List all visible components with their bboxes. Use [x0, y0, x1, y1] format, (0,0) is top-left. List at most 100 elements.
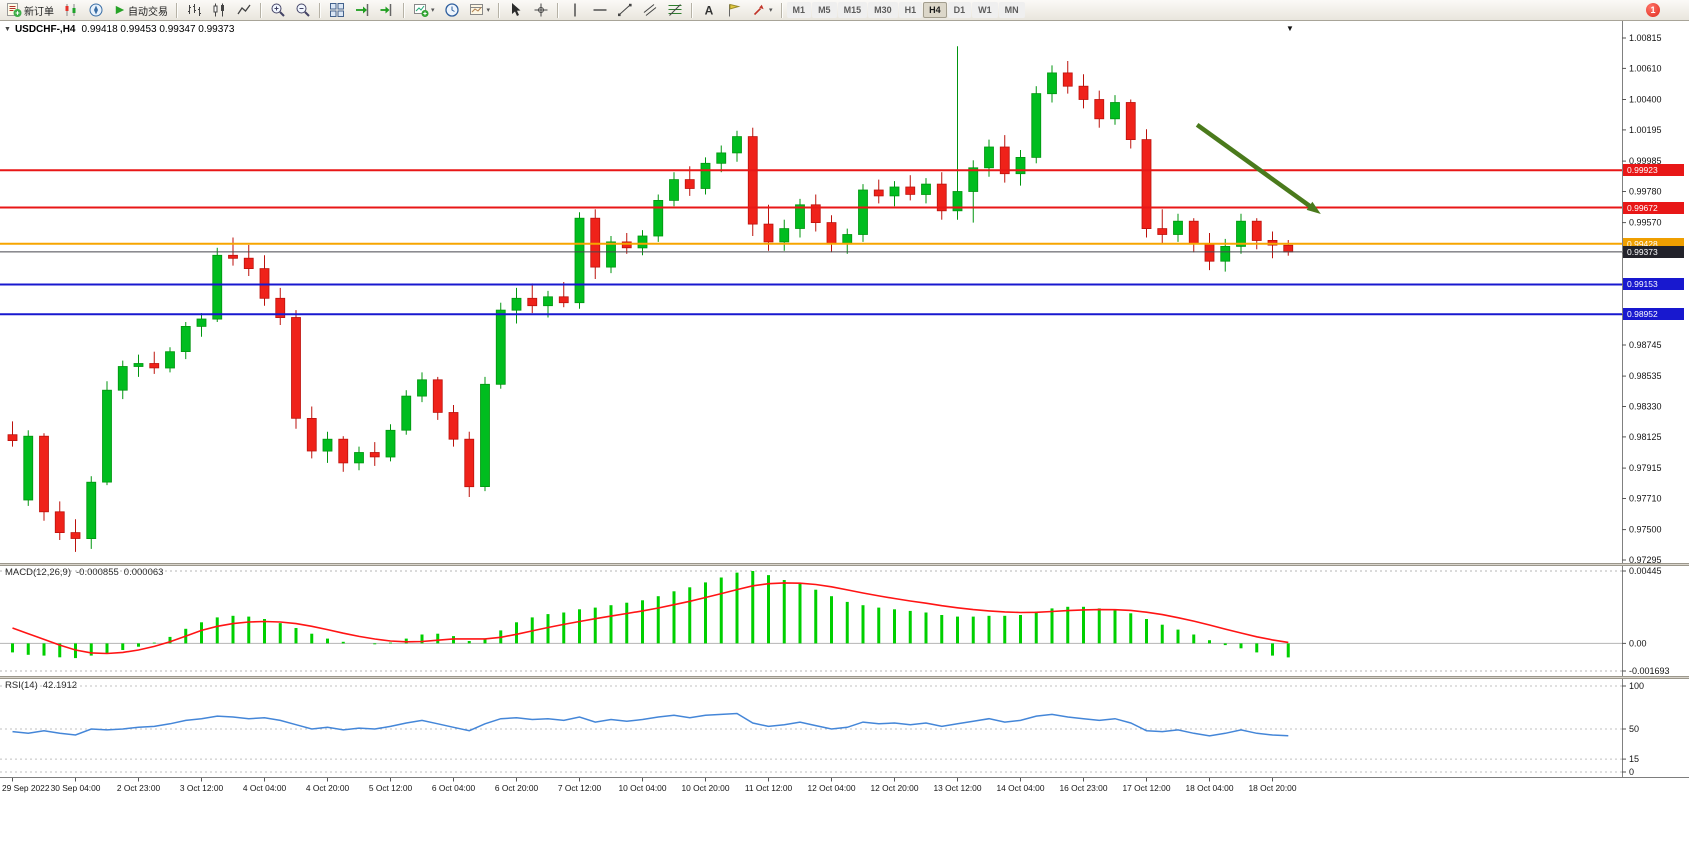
timeframe-button-d1[interactable]: D1 [947, 2, 972, 18]
price-axis-tick: 0.97500 [1629, 525, 1662, 535]
time-axis-label: 18 Oct 20:00 [1249, 783, 1297, 793]
toolbar: 新订单 自动交易 [0, 0, 1689, 21]
time-axis-label: 6 Oct 04:00 [432, 783, 476, 793]
svg-text:A: A [705, 4, 714, 18]
price-badge-0.99373[interactable]: 0.99373 [1623, 246, 1684, 258]
price-badge-0.98952[interactable]: 0.98952 [1623, 308, 1684, 320]
channel-icon [643, 4, 657, 16]
price-axis-tick: 0.99780 [1629, 187, 1662, 197]
timeframe-toolbar: M1 M5 M15 M30 H1 H4 D1 W1 MN [786, 2, 1025, 18]
crosshair-icon [534, 3, 548, 17]
auto-scroll-button[interactable] [350, 1, 374, 20]
clock-icon [444, 3, 459, 17]
rsi-axis-tick: 50 [1629, 724, 1639, 734]
macd-axis-tick: 0.00 [1629, 638, 1647, 648]
bar-chart-icon [188, 4, 201, 16]
price-axis-tick: 1.00815 [1629, 33, 1662, 43]
zoom-out-icon [296, 3, 310, 17]
timeframe-button-m30[interactable]: M30 [868, 2, 898, 18]
line-chart-icon [237, 4, 251, 15]
timeframe-button-w1[interactable]: W1 [972, 2, 998, 18]
toolbar-separator [260, 2, 262, 18]
trendline-button[interactable] [613, 1, 637, 20]
notifications-badge[interactable]: 1 [1646, 3, 1660, 17]
price-axis-tick: 1.00195 [1629, 125, 1662, 135]
zoom-out-button[interactable] [291, 1, 315, 20]
label-button[interactable] [722, 1, 746, 20]
toolbar-separator [319, 2, 321, 18]
time-axis-label: 3 Oct 12:00 [180, 783, 224, 793]
price-axis-tick: 0.97915 [1629, 463, 1662, 473]
compass-icon [89, 3, 103, 17]
price-axis-tick: 0.97295 [1629, 555, 1662, 565]
arrows-button[interactable]: ▾ [747, 1, 777, 20]
macd-signal-line [12, 582, 1289, 655]
price-axis-tick: 0.97710 [1629, 494, 1662, 504]
zoom-in-icon [271, 3, 285, 17]
templates-button[interactable]: ▾ [465, 1, 495, 20]
bar-chart-button[interactable] [182, 1, 206, 20]
fibonacci-button[interactable] [663, 1, 687, 20]
candlestick-window-icon [65, 4, 76, 16]
time-axis-label: 10 Oct 20:00 [682, 783, 730, 793]
macd-histogram [11, 571, 1290, 659]
tile-windows-button[interactable] [325, 1, 349, 20]
crosshair-button[interactable] [529, 1, 553, 20]
trend-arrow[interactable] [1195, 122, 1315, 211]
market-watch-button[interactable] [59, 1, 83, 20]
time-axis-label: 5 Oct 12:00 [369, 783, 413, 793]
line-chart-button[interactable] [232, 1, 256, 20]
auto-trading-button[interactable]: 自动交易 [109, 1, 172, 20]
time-axis-label: 30 Sep 04:00 [51, 783, 101, 793]
channel-button[interactable] [638, 1, 662, 20]
trend-arrow-head [1306, 201, 1321, 214]
one-click-trading-arrow-icon[interactable]: ▼ [4, 26, 11, 33]
chart-shift-marker-icon[interactable]: ▼ [1286, 24, 1294, 33]
timeframe-button-m5[interactable]: M5 [812, 2, 837, 18]
timeframe-button-m15[interactable]: M15 [837, 2, 868, 18]
new-order-button[interactable]: 新订单 [2, 1, 58, 20]
auto-scroll-icon [356, 4, 369, 16]
horizontal-line-button[interactable] [588, 1, 612, 20]
timeframe-button-h4[interactable]: H4 [923, 2, 947, 18]
macd-axis-tick: 0.00445 [1629, 566, 1662, 576]
time-axis-label: 11 Oct 12:00 [745, 783, 793, 793]
toolbar-separator [176, 2, 178, 18]
template-icon [469, 4, 483, 15]
indicators-button[interactable]: ▾ [409, 1, 439, 20]
chevron-down-icon: ▾ [431, 6, 435, 14]
timeframe-button-m1[interactable]: M1 [786, 2, 812, 18]
vertical-line-button[interactable] [563, 1, 587, 20]
navigator-button[interactable] [84, 1, 108, 20]
vertical-line-icon [574, 3, 576, 17]
chart-window[interactable]: 1.00815 1.00610 1.00400 1.00195 0.99985 0.997… [0, 21, 1689, 859]
horizontal-line-icon [593, 9, 607, 11]
rsi-line [12, 712, 1289, 737]
timeframe-button-mn[interactable]: MN [998, 2, 1025, 18]
chart-shift-button[interactable] [375, 1, 399, 20]
text-button[interactable]: A [697, 1, 721, 20]
price-axis-tick: 1.00400 [1629, 95, 1662, 105]
price-axis-tick: 0.99985 [1629, 156, 1662, 166]
candlestick-chart-icon [213, 3, 224, 17]
zoom-in-button[interactable] [266, 1, 290, 20]
price-axis-tick: 0.98745 [1629, 340, 1662, 350]
cursor-button[interactable] [504, 1, 528, 20]
timeframe-button-h1[interactable]: H1 [898, 2, 923, 18]
arrow-tool-icon [753, 4, 764, 16]
time-axis-label: 4 Oct 04:00 [243, 783, 287, 793]
time-axis-label: 4 Oct 20:00 [306, 783, 350, 793]
flag-label-icon [729, 3, 741, 17]
time-axis-label: 12 Oct 04:00 [808, 783, 856, 793]
text-icon: A [705, 4, 714, 18]
price-badge-0.99153[interactable]: 0.99153 [1623, 278, 1684, 290]
periods-button[interactable] [440, 1, 464, 20]
time-axis-label: 29 Sep 2022 [2, 783, 50, 793]
price-badge-0.99672[interactable]: 0.99672 [1623, 202, 1684, 214]
toolbar-separator [498, 2, 501, 18]
time-axis-label: 7 Oct 12:00 [558, 783, 602, 793]
price-badge-0.99923[interactable]: 0.99923 [1623, 164, 1684, 176]
trendline-icon [618, 3, 632, 17]
candlestick-chart-button[interactable] [207, 1, 231, 20]
chevron-down-icon: ▾ [769, 6, 773, 14]
